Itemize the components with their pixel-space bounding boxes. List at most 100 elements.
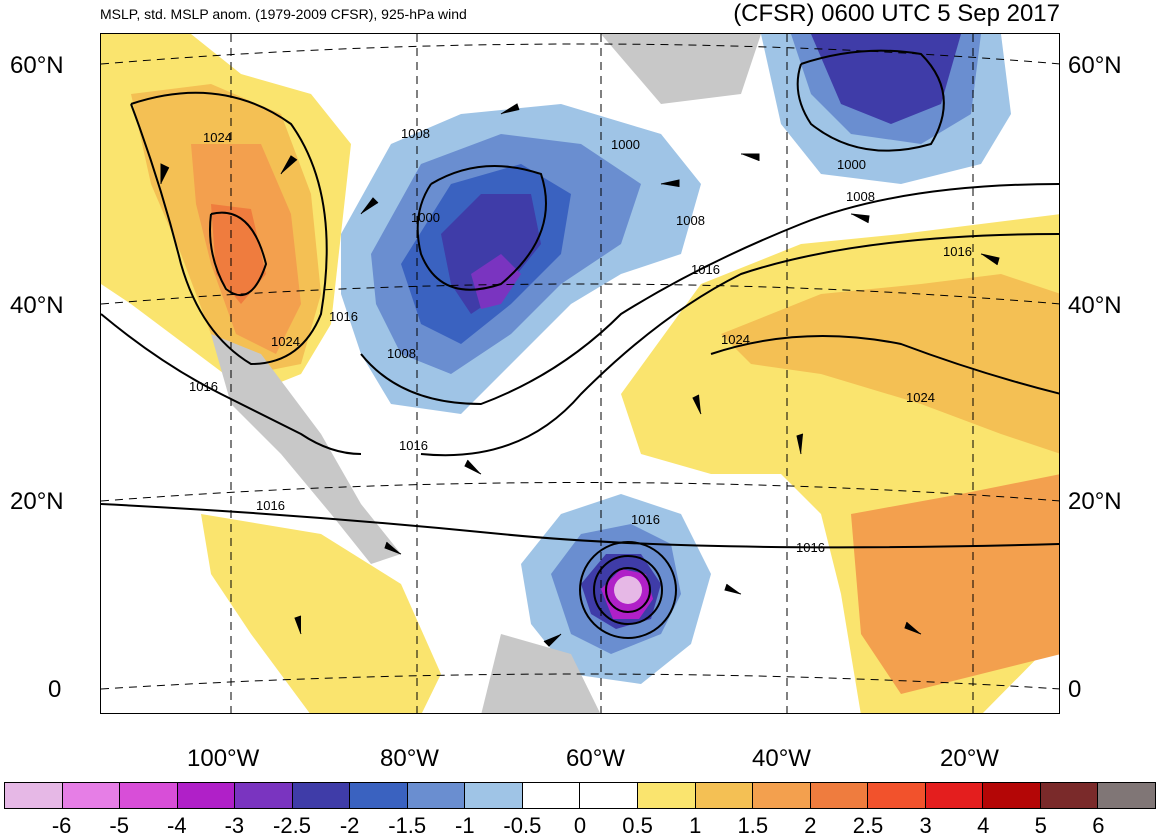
wind-barb <box>741 153 760 161</box>
isobar-label: 1016 <box>691 262 720 277</box>
colorbar-tick-label: -3 <box>224 813 245 838</box>
colorbar-tick-label: -6 <box>51 813 72 838</box>
map-panel: 1024 1024 1016 1016 1016 1016 1008 1008 … <box>100 33 1060 714</box>
land-greenland <box>601 34 761 104</box>
colorbar-swatch <box>753 783 811 808</box>
isobar-1000-us <box>416 165 547 291</box>
colorbar-swatch <box>5 783 63 808</box>
isobar-label: 1024 <box>271 334 300 349</box>
wind-barb <box>280 155 298 175</box>
isobar-hurricane-2 <box>593 555 663 625</box>
lon-label: 40°W <box>752 745 811 772</box>
wind-barb <box>384 541 402 555</box>
land-mexico <box>211 334 401 564</box>
colorbar-swatch <box>292 783 351 808</box>
colorbar-tick-label: -0.5 <box>503 813 542 838</box>
isobar-1016-west <box>101 313 362 455</box>
wind-barb <box>294 615 302 635</box>
isobar-1000-north <box>796 49 945 152</box>
anomaly-negative <box>341 34 1011 684</box>
anomaly-positive-africa <box>851 474 1059 694</box>
colorbar-swatch <box>62 783 121 808</box>
lat-label-right: 0 <box>1068 676 1082 703</box>
colorbar-swatch <box>868 783 926 808</box>
colorbar-tick-label: -2 <box>339 813 360 838</box>
isobar-label: 1016 <box>189 379 218 394</box>
colorbar-tick-label: -2.5 <box>273 813 311 838</box>
isobars <box>101 49 1059 639</box>
colorbar-tick-label: -4 <box>167 813 187 838</box>
isobar-label: 1016 <box>943 244 972 259</box>
colorbar-swatch <box>695 783 754 808</box>
colorbar-tick-label: 5 <box>1034 813 1047 838</box>
colorbar-swatch <box>638 783 696 808</box>
colorbar-swatch <box>810 783 869 808</box>
anomaly-negative-northeast-us-min <box>471 254 521 309</box>
colorbar-tick-label: 3 <box>919 813 932 838</box>
lon-label: 60°W <box>566 745 625 772</box>
isobar-1024-west <box>130 91 328 366</box>
isobar-label: 1016 <box>631 512 660 527</box>
colorbar-swatch <box>522 783 581 808</box>
isobar-label: 1008 <box>401 126 430 141</box>
lon-label: 100°W <box>187 745 260 772</box>
colorbar-tick-label: 2 <box>804 813 817 838</box>
anomaly-negative-northeast-us-peak <box>441 194 541 314</box>
lat-label-left: 20°N <box>10 488 64 515</box>
map-svg: 1024 1024 1016 1016 1016 1016 1008 1008 … <box>101 34 1059 713</box>
wind-barb <box>543 633 562 647</box>
colorbar-swatch <box>1098 783 1155 808</box>
lon-label: 20°W <box>940 745 999 772</box>
figure-title-left: MSLP, std. MSLP anom. (1979-2009 CFSR), … <box>100 6 467 22</box>
colorbar-swatch <box>925 783 984 808</box>
isobar-label: 1000 <box>411 210 440 225</box>
colorbar <box>4 782 1156 809</box>
colorbar-swatch <box>177 783 236 808</box>
colorbar-tick-label: 1.5 <box>737 813 769 838</box>
anomaly-positive-atlantic-mid <box>721 274 1059 454</box>
lat-label-right: 60°N <box>1068 52 1122 79</box>
colorbar-swatch <box>983 783 1041 808</box>
colorbar-tick-label: 0 <box>573 813 587 838</box>
isobar-hurricane-1 <box>605 567 651 613</box>
wind-barb <box>724 583 742 595</box>
isobar-label: 1016 <box>796 540 825 555</box>
wind-barb <box>500 103 520 115</box>
isobar-label: 1016 <box>256 498 285 513</box>
isobar-label: 1008 <box>676 213 705 228</box>
graticule-lat-40 <box>101 283 1059 305</box>
isobar-hurricane-3 <box>579 541 677 639</box>
isobar-1016-mid <box>420 233 1059 457</box>
isobar-1008-us <box>360 183 1059 406</box>
wind-barb <box>360 197 379 215</box>
wind-barb <box>464 459 482 475</box>
lon-label: 80°W <box>380 745 439 772</box>
isobar-label: 1024 <box>906 390 935 405</box>
isobar-1024-west-inner <box>209 211 268 297</box>
figure-title-right: (CFSR) 0600 UTC 5 Sep 2017 <box>733 0 1060 27</box>
isobar-label: 1024 <box>721 332 750 347</box>
lat-label-left: 60°N <box>10 52 64 79</box>
isobar-1024-atlantic <box>710 335 1059 395</box>
colorbar-swatch <box>350 783 408 808</box>
isobar-label: 1000 <box>837 157 866 172</box>
lat-label-right: 20°N <box>1068 488 1122 515</box>
isobar-1016-south <box>101 503 1059 549</box>
isobar-label: 1016 <box>399 438 428 453</box>
graticule-lat-0 <box>101 673 1059 690</box>
colorbar-swatch <box>465 783 523 808</box>
isobar-label: 1000 <box>611 137 640 152</box>
graticule-lat-20 <box>101 482 1059 502</box>
isobar-label: 1008 <box>846 189 875 204</box>
anomaly-positive-central-america <box>201 514 441 713</box>
graticule <box>101 34 1059 713</box>
hurricane-eye <box>614 576 642 604</box>
isobar-label: 1016 <box>329 309 358 324</box>
colorbar-tick-label: 4 <box>977 813 990 838</box>
lat-label-left: 0 <box>48 676 62 703</box>
colorbar-swatch <box>407 783 466 808</box>
lat-label-right: 40°N <box>1068 292 1122 319</box>
wind-barb <box>796 433 804 455</box>
colorbar-swatch <box>235 783 293 808</box>
land-patches <box>211 34 761 713</box>
